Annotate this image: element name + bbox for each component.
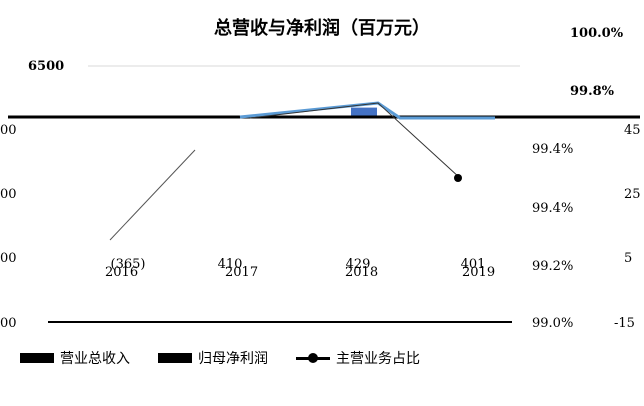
right-pct-tick-label: 100.0% <box>570 26 624 41</box>
legend-swatch-revenue <box>20 353 54 363</box>
data-label: 401 <box>461 257 486 272</box>
net-profit-line <box>239 101 495 120</box>
chart-title: 总营收与净利润（百万元） <box>214 17 430 39</box>
data-label: 429 <box>346 257 371 272</box>
legend-item-main-business-ratio: 主营业务占比 <box>296 348 420 368</box>
x-tick-label: 2018 <box>345 265 378 280</box>
x-tick-label: 2017 <box>225 265 258 280</box>
right-num-tick-label: 25 <box>624 187 641 202</box>
left-tick-label: 00 <box>0 123 17 138</box>
x-tick-label: 2016 <box>105 265 138 280</box>
right-pct-tick-label: 99.8% <box>570 84 615 99</box>
left-tick-label: 00 <box>0 187 17 202</box>
data-label: 410 <box>218 257 243 272</box>
legend: 营业总收入 归母净利润 主营业务占比 <box>20 348 420 368</box>
right-num-tick-label: -15 <box>614 316 635 331</box>
legend-item-net-profit: 归母净利润 <box>158 348 268 368</box>
legend-swatch-net-profit <box>158 353 192 363</box>
legend-label-revenue: 营业总收入 <box>60 351 130 367</box>
right-pct-tick-label: 99.4% <box>532 142 573 157</box>
right-num-tick-label: 45 <box>624 123 641 138</box>
legend-label-net-profit: 归母净利润 <box>198 351 268 367</box>
main-business-ratio-line <box>249 102 461 179</box>
legend-item-revenue: 营业总收入 <box>20 348 130 368</box>
revenue-bar <box>351 107 377 117</box>
x-tick-label: 2019 <box>462 265 495 280</box>
left-tick-label: 00 <box>0 251 17 266</box>
net-profit-segment-left <box>109 149 196 241</box>
legend-label-main-business-ratio: 主营业务占比 <box>336 351 420 367</box>
right-num-tick-label: 5 <box>624 251 632 266</box>
main-business-ratio-point <box>454 174 462 182</box>
left-axis-top-label: 6500 <box>28 59 64 74</box>
right-pct-tick-label: 99.2% <box>532 259 573 274</box>
legend-swatch-main-business-ratio <box>296 352 330 363</box>
right-pct-tick-label: 99.0% <box>532 316 573 331</box>
left-tick-label: 00 <box>0 316 17 331</box>
right-pct-tick-label: 99.4% <box>532 201 573 216</box>
data-label: (365) <box>111 257 146 272</box>
